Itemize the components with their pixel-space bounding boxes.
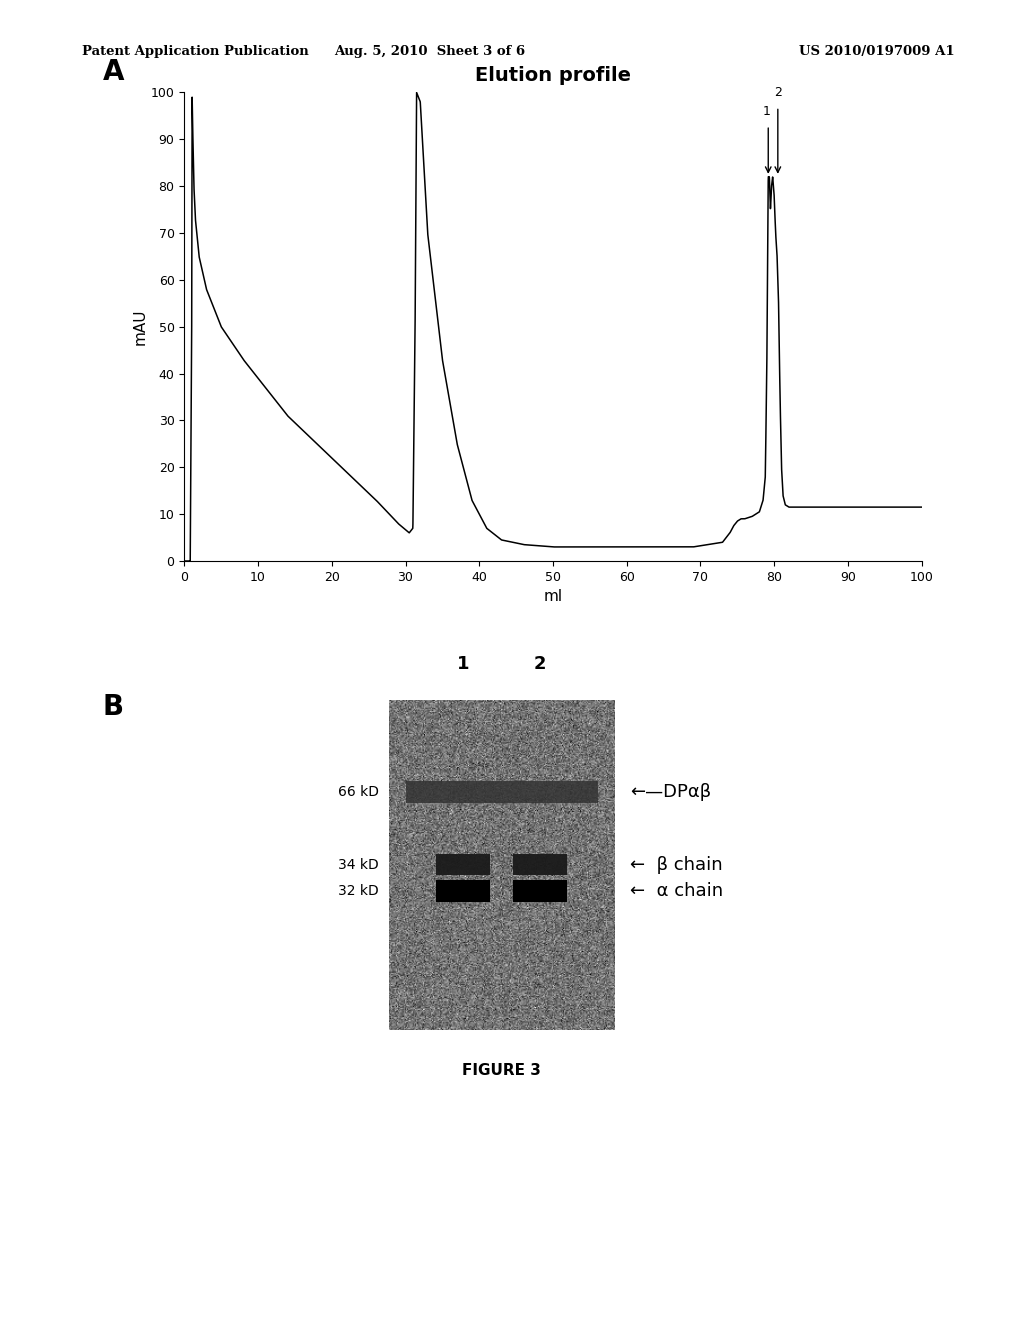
Text: ←—DPαβ: ←—DPαβ <box>630 783 711 801</box>
Text: FIGURE 3: FIGURE 3 <box>462 1063 542 1077</box>
Text: 1: 1 <box>457 655 470 673</box>
Text: A: A <box>102 58 124 86</box>
Bar <box>513 854 567 875</box>
Text: Patent Application Publication: Patent Application Publication <box>82 45 308 58</box>
Text: ←  α chain: ← α chain <box>630 882 723 900</box>
Bar <box>406 781 598 803</box>
Text: 2: 2 <box>774 86 781 99</box>
Y-axis label: mAU: mAU <box>133 309 147 345</box>
Text: US 2010/0197009 A1: US 2010/0197009 A1 <box>799 45 954 58</box>
Text: 34 kD: 34 kD <box>338 858 379 871</box>
Text: 66 kD: 66 kD <box>338 785 379 799</box>
Text: ←  β chain: ← β chain <box>630 855 722 874</box>
Title: Elution profile: Elution profile <box>475 66 631 86</box>
Text: 2: 2 <box>534 655 547 673</box>
Text: 1: 1 <box>763 106 771 119</box>
Text: 32 kD: 32 kD <box>338 884 379 898</box>
Bar <box>513 880 567 902</box>
X-axis label: ml: ml <box>544 589 562 605</box>
Bar <box>436 854 490 875</box>
Bar <box>436 880 490 902</box>
Text: B: B <box>102 693 124 721</box>
Text: Aug. 5, 2010  Sheet 3 of 6: Aug. 5, 2010 Sheet 3 of 6 <box>335 45 525 58</box>
